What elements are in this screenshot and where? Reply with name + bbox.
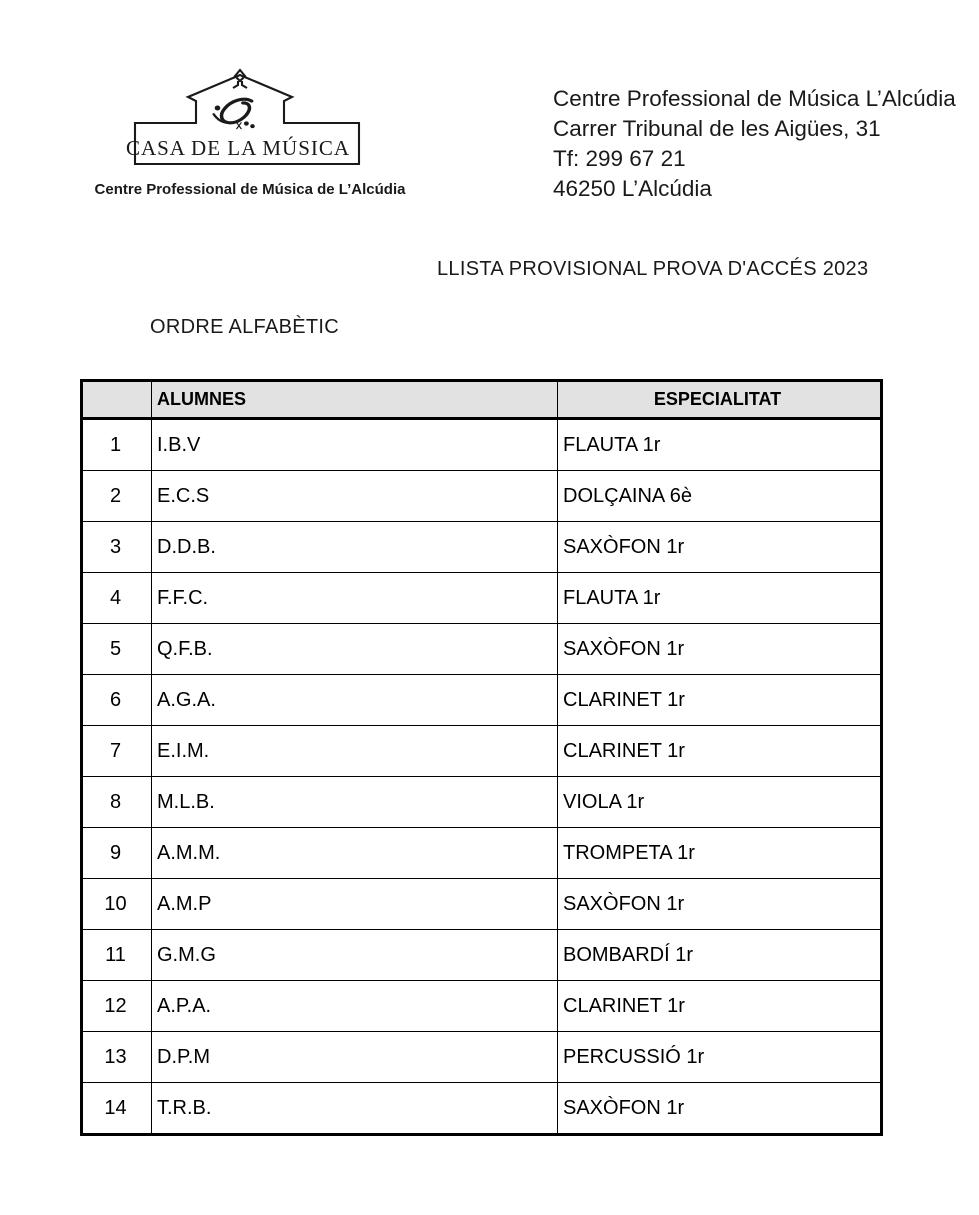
svg-text:CASA DE LA MÚSICA: CASA DE LA MÚSICA (126, 136, 350, 160)
